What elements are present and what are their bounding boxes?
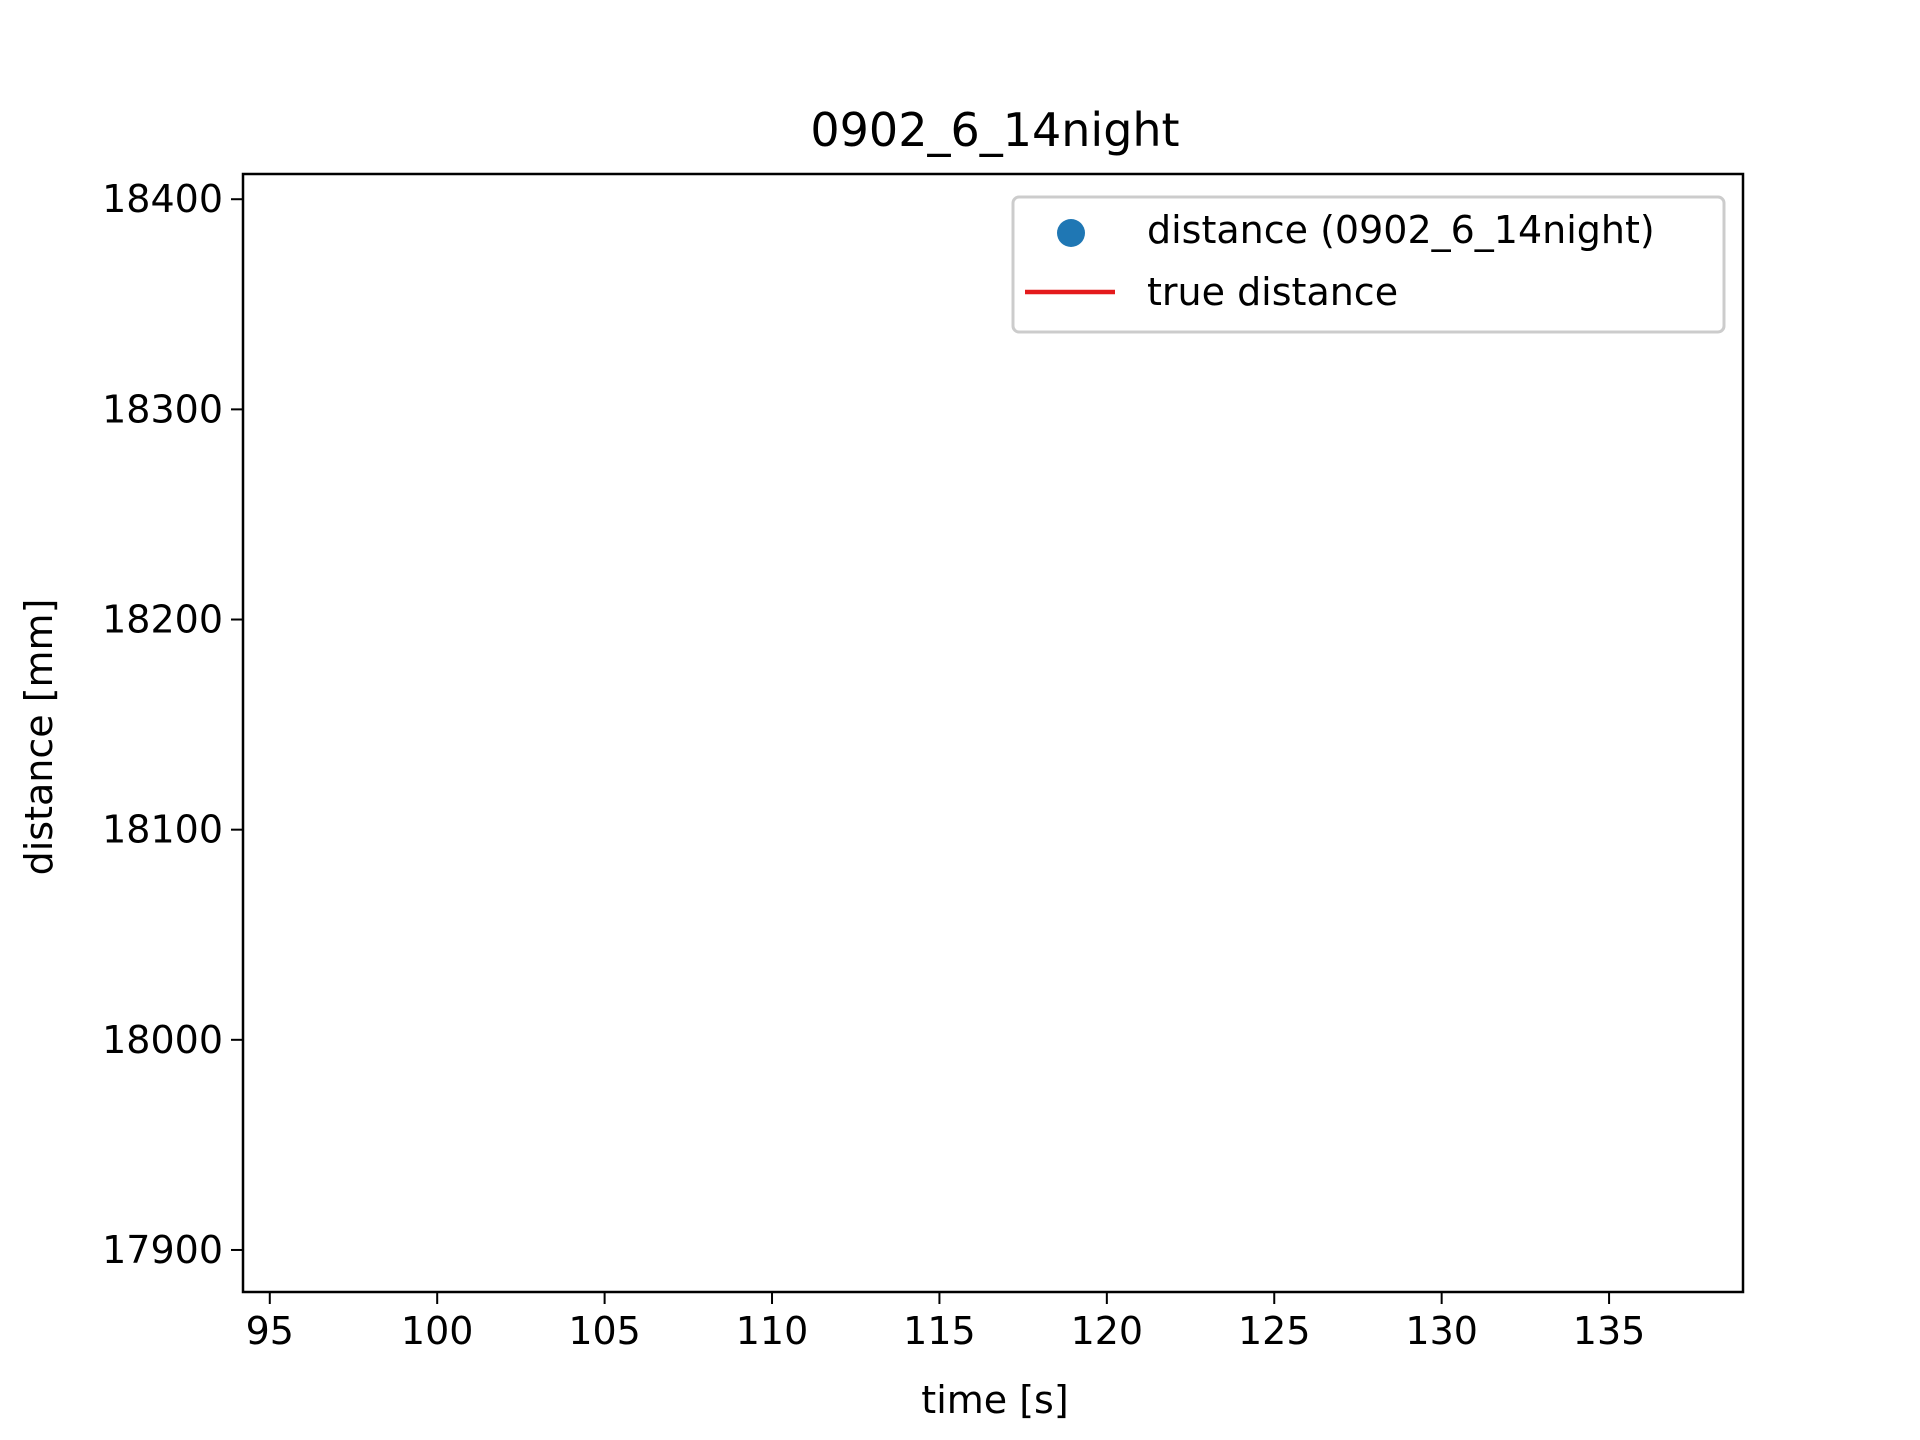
x-tick-label: 135 — [1573, 1309, 1646, 1353]
y-axis-label: distance [mm] — [17, 599, 61, 876]
x-tick-label: 100 — [401, 1309, 474, 1353]
x-tick-label: 125 — [1238, 1309, 1311, 1353]
x-tick-label: 95 — [246, 1309, 294, 1353]
legend-label: true distance — [1147, 270, 1398, 314]
axis-ticks: 95 100 105 110 115 120 125 130 135 17900 18000 1810… — [102, 177, 1645, 1353]
legend-box — [1011, 195, 1726, 334]
y-tick-label: 18300 — [102, 387, 223, 431]
y-tick-label: 18200 — [102, 598, 223, 642]
legend: distance (0902_6_14night) true distance — [1011, 195, 1726, 334]
y-tick-label: 17900 — [102, 1228, 223, 1272]
x-tick-label: 105 — [568, 1309, 641, 1353]
y-tick-label: 18100 — [102, 808, 223, 852]
x-axis-label: time [s] — [921, 1378, 1068, 1422]
legend-label: distance (0902_6_14night) — [1147, 208, 1655, 252]
legend-scatter-marker — [1057, 219, 1085, 247]
x-tick-label: 110 — [736, 1309, 809, 1353]
y-tick-label: 18400 — [102, 177, 223, 221]
plot-area-frame — [241, 172, 1745, 1294]
x-tick-label: 115 — [903, 1309, 976, 1353]
y-tick-label: 18000 — [102, 1018, 223, 1062]
chart-title: 0902_6_14night — [810, 103, 1179, 157]
x-tick-label: 130 — [1405, 1309, 1478, 1353]
x-tick-label: 120 — [1071, 1309, 1144, 1353]
